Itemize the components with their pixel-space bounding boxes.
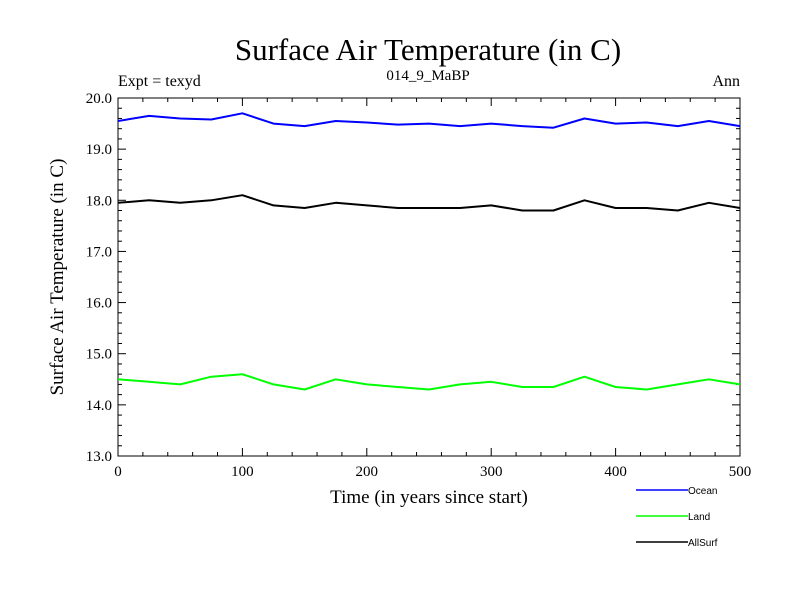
y-tick-label: 20.0 [86, 91, 112, 107]
season-label: Ann [712, 73, 740, 90]
x-tick-label: 300 [480, 464, 503, 480]
series-layer [117, 112, 741, 391]
y-axis-label: Surface Air Temperature (in C) [47, 159, 68, 396]
x-tick-label: 500 [729, 464, 752, 480]
series-line-ocean [117, 112, 741, 129]
y-tick-label: 15.0 [86, 347, 112, 363]
y-tick-label: 18.0 [86, 193, 112, 209]
legend-label-land: Land [688, 512, 710, 523]
x-axis: 0 100 200 300 400 500 [114, 98, 751, 480]
y-tick-label: 16.0 [86, 296, 112, 312]
series-line-land [117, 373, 741, 391]
x-tick-label: 200 [356, 464, 379, 480]
legend-label-ocean: Ocean [688, 486, 717, 497]
plot-frame [117, 97, 741, 457]
y-axis: 13.0 14.0 15.0 16.0 17.0 18.0 19.0 20.0 [86, 91, 740, 465]
x-tick-label: 400 [604, 464, 627, 480]
legend-label-allsurf: AllSurf [688, 538, 718, 549]
y-tick-label: 14.0 [86, 398, 112, 414]
y-tick-label: 17.0 [86, 244, 112, 260]
chart-title: Surface Air Temperature (in C) [235, 32, 621, 67]
legend: Ocean Land AllSurf [636, 486, 718, 549]
x-axis-label: Time (in years since start) [330, 487, 528, 508]
x-tick-label: 100 [231, 464, 254, 480]
series-line-allsurf [117, 194, 741, 212]
x-tick-label: 0 [114, 464, 122, 480]
y-tick-label: 19.0 [86, 142, 112, 158]
experiment-label: Expt = texyd [118, 73, 201, 90]
chart-subtitle: 014_9_MaBP [386, 68, 469, 84]
y-tick-label: 13.0 [86, 449, 112, 465]
